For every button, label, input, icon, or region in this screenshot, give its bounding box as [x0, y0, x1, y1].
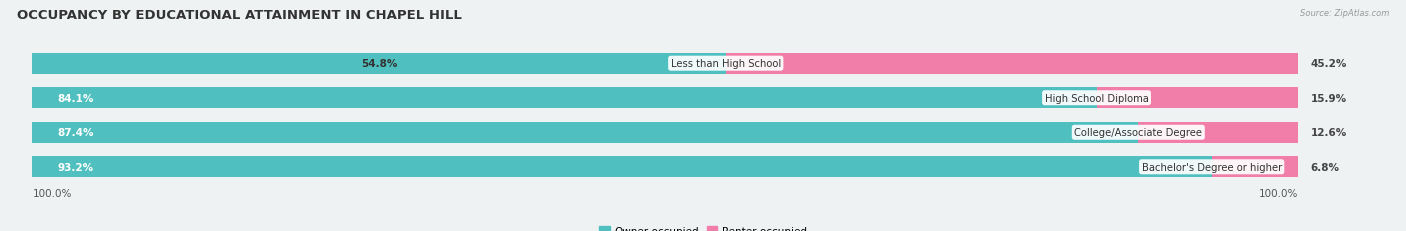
Text: 12.6%: 12.6%: [1310, 128, 1347, 138]
Text: 45.2%: 45.2%: [1310, 59, 1347, 69]
Legend: Owner-occupied, Renter-occupied: Owner-occupied, Renter-occupied: [595, 222, 811, 231]
Text: 93.2%: 93.2%: [58, 162, 94, 172]
Text: Source: ZipAtlas.com: Source: ZipAtlas.com: [1299, 9, 1389, 18]
Text: Less than High School: Less than High School: [671, 59, 780, 69]
Bar: [1139, 122, 1298, 143]
Text: OCCUPANCY BY EDUCATIONAL ATTAINMENT IN CHAPEL HILL: OCCUPANCY BY EDUCATIONAL ATTAINMENT IN C…: [17, 9, 461, 22]
Text: 100.0%: 100.0%: [32, 188, 72, 198]
Bar: [32, 53, 1298, 75]
Bar: [1097, 88, 1298, 109]
Text: 87.4%: 87.4%: [58, 128, 94, 138]
Bar: [32, 122, 1139, 143]
Text: 15.9%: 15.9%: [1310, 93, 1347, 103]
Text: 6.8%: 6.8%: [1310, 162, 1340, 172]
Text: College/Associate Degree: College/Associate Degree: [1074, 128, 1202, 138]
Bar: [1212, 156, 1298, 178]
Bar: [32, 88, 1097, 109]
Bar: [32, 156, 1298, 178]
Text: High School Diploma: High School Diploma: [1045, 93, 1149, 103]
Bar: [32, 88, 1298, 109]
Bar: [32, 53, 725, 75]
Text: 54.8%: 54.8%: [361, 59, 398, 69]
Text: 100.0%: 100.0%: [1258, 188, 1298, 198]
Bar: [725, 53, 1298, 75]
Bar: [32, 122, 1298, 143]
Text: 84.1%: 84.1%: [58, 93, 94, 103]
Bar: [32, 156, 1212, 178]
Text: Bachelor's Degree or higher: Bachelor's Degree or higher: [1142, 162, 1282, 172]
